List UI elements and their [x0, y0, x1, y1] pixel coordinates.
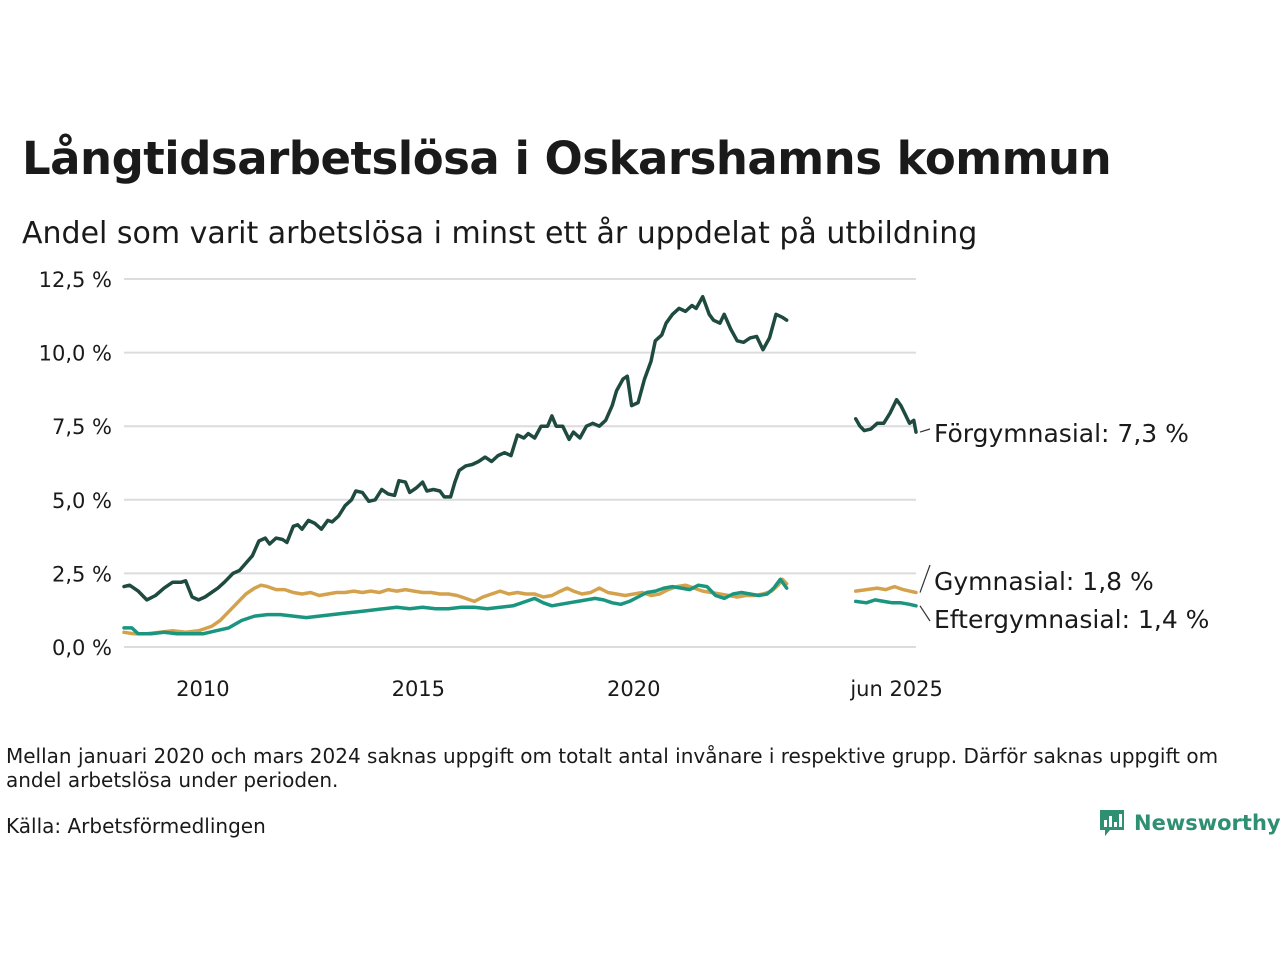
- chart-subtitle: Andel som varit arbetslösa i minst ett å…: [22, 216, 978, 251]
- series-end-label: Förgymnasial: 7,3 %: [934, 419, 1189, 448]
- x-axis-ticks: 2010 2015 2020 jun 2025: [176, 677, 943, 701]
- series-line-förgymnasial: [122, 294, 789, 602]
- series-end-labels: Förgymnasial: 7,3 % Gymnasial: 1,8 % Efter…: [919, 419, 1209, 634]
- x-tick-label: jun 2025: [849, 677, 943, 701]
- chart-source: Källa: Arbetsförmedlingen: [6, 814, 266, 838]
- series-line-förgymnasial: [853, 397, 918, 434]
- label-leader-line: [919, 564, 931, 593]
- series-line-gymnasial: [122, 577, 789, 636]
- grid-lines: [124, 278, 916, 648]
- logo-text: Newsworthy: [1134, 811, 1280, 835]
- newsworthy-chart-icon: [1100, 810, 1124, 836]
- y-tick-label: 0,0 %: [52, 636, 112, 660]
- label-leader-line: [919, 605, 931, 622]
- y-tick-label: 7,5 %: [52, 415, 112, 439]
- y-tick-label: 5,0 %: [52, 489, 112, 513]
- series-end-label: Gymnasial: 1,8 %: [934, 567, 1154, 596]
- y-axis-ticks: 0,0 % 2,5 % 5,0 % 7,5 % 10,0 % 12,5 %: [39, 268, 112, 660]
- y-tick-label: 2,5 %: [52, 562, 112, 586]
- series-line-gymnasial: [853, 584, 918, 595]
- y-tick-label: 12,5 %: [39, 268, 112, 292]
- line-chart: 0,0 %2,5 %5,0 %7,5 %10,0 %12,5 % 2010 201…: [39, 268, 1210, 701]
- x-tick-label: 2015: [392, 677, 445, 701]
- x-tick-label: 2020: [607, 677, 660, 701]
- series-line-eftergymnasial: [122, 577, 789, 636]
- series-lines: [122, 294, 918, 636]
- newsworthy-logo: Newsworthy: [1098, 808, 1280, 838]
- series-line-eftergymnasial: [853, 598, 918, 608]
- label-leader-line: [919, 428, 931, 433]
- y-tick-label: 10,0 %: [39, 342, 112, 366]
- series-end-label: Eftergymnasial: 1,4 %: [934, 605, 1209, 634]
- chart-title: Långtidsarbetslösa i Oskarshamns kommun: [22, 132, 1112, 185]
- chart-note: Mellan januari 2020 och mars 2024 saknas…: [6, 744, 1219, 792]
- x-tick-label: 2010: [176, 677, 229, 701]
